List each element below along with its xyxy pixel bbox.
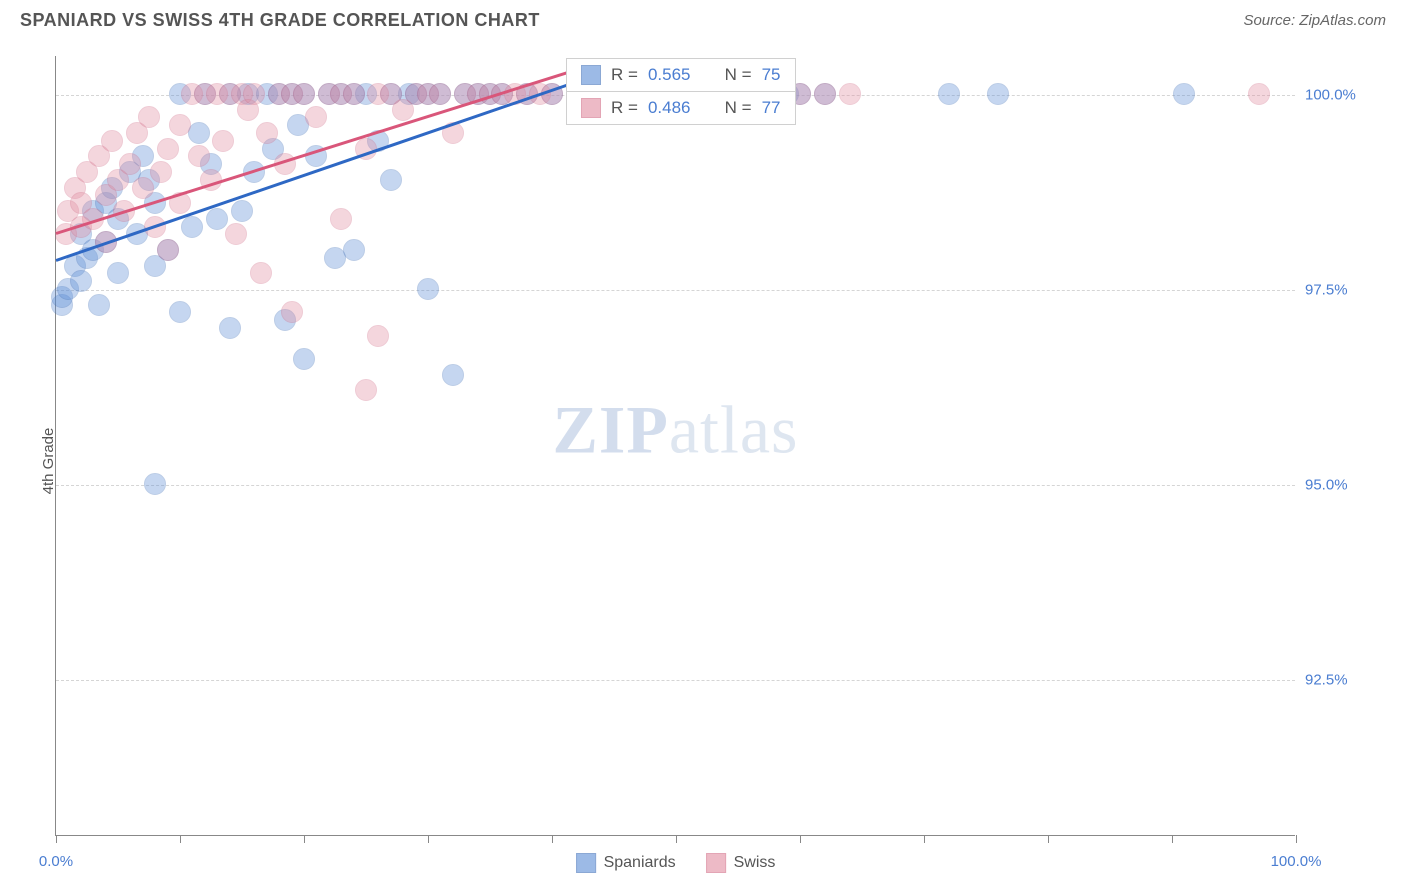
legend-item: Swiss xyxy=(706,853,776,873)
chart-title: SPANIARD VS SWISS 4TH GRADE CORRELATION … xyxy=(20,10,540,31)
scatter-point xyxy=(417,278,439,300)
x-tick xyxy=(1296,835,1297,843)
legend-swatch xyxy=(581,65,601,85)
scatter-point xyxy=(938,83,960,105)
scatter-point xyxy=(1173,83,1195,105)
legend-swatch xyxy=(581,98,601,118)
legend-label: Swiss xyxy=(734,854,776,872)
stats-legend-row: R = 0.486 N = 77 xyxy=(567,92,795,124)
plot-area: ZIPatlas 92.5%95.0%97.5%100.0%0.0%100.0%… xyxy=(55,56,1295,836)
x-tick-label: 0.0% xyxy=(39,853,73,870)
scatter-point xyxy=(256,122,278,144)
scatter-point xyxy=(157,239,179,261)
x-tick xyxy=(924,835,925,843)
stat-n-value: 75 xyxy=(762,65,781,85)
legend-item: Spaniards xyxy=(576,853,676,873)
x-tick xyxy=(800,835,801,843)
scatter-point xyxy=(1248,83,1270,105)
gridline-horizontal xyxy=(56,680,1295,681)
x-tick xyxy=(1048,835,1049,843)
scatter-point xyxy=(157,138,179,160)
stat-n-label: N = xyxy=(725,98,752,118)
stat-r-value: 0.486 xyxy=(648,98,691,118)
x-tick xyxy=(552,835,553,843)
x-tick xyxy=(56,835,57,843)
gridline-horizontal xyxy=(56,485,1295,486)
y-tick-label: 100.0% xyxy=(1305,87,1390,104)
scatter-point xyxy=(355,379,377,401)
scatter-point xyxy=(169,301,191,323)
scatter-point xyxy=(101,130,123,152)
bottom-legend: Spaniards Swiss xyxy=(576,853,776,873)
stat-r-label: R = xyxy=(611,98,638,118)
stat-r-value: 0.565 xyxy=(648,65,691,85)
scatter-point xyxy=(367,325,389,347)
legend-label: Spaniards xyxy=(604,854,676,872)
scatter-point xyxy=(132,177,154,199)
stat-n-value: 77 xyxy=(762,98,781,118)
stat-n-label: N = xyxy=(725,65,752,85)
y-tick-label: 95.0% xyxy=(1305,477,1390,494)
scatter-point xyxy=(281,301,303,323)
scatter-point xyxy=(225,223,247,245)
scatter-point xyxy=(987,83,1009,105)
scatter-point xyxy=(305,106,327,128)
scatter-point xyxy=(169,114,191,136)
scatter-point xyxy=(231,200,253,222)
watermark: ZIPatlas xyxy=(553,390,799,469)
scatter-point xyxy=(343,83,365,105)
scatter-point xyxy=(293,348,315,370)
scatter-point xyxy=(70,270,92,292)
x-tick xyxy=(1172,835,1173,843)
scatter-point xyxy=(181,216,203,238)
x-tick xyxy=(304,835,305,843)
scatter-point xyxy=(442,364,464,386)
scatter-point xyxy=(343,239,365,261)
x-tick xyxy=(676,835,677,843)
scatter-point xyxy=(107,262,129,284)
scatter-point xyxy=(188,145,210,167)
watermark-bold: ZIP xyxy=(553,391,669,467)
source-attribution: Source: ZipAtlas.com xyxy=(1243,12,1386,29)
x-tick xyxy=(180,835,181,843)
scatter-point xyxy=(250,262,272,284)
scatter-point xyxy=(243,83,265,105)
x-tick xyxy=(428,835,429,843)
scatter-point xyxy=(212,130,234,152)
scatter-point xyxy=(206,208,228,230)
legend-swatch xyxy=(576,853,596,873)
gridline-horizontal xyxy=(56,290,1295,291)
scatter-point xyxy=(144,473,166,495)
stat-r-label: R = xyxy=(611,65,638,85)
x-tick-label: 100.0% xyxy=(1271,853,1322,870)
chart-container: 4th Grade ZIPatlas 92.5%95.0%97.5%100.0%… xyxy=(0,36,1406,886)
scatter-point xyxy=(138,106,160,128)
scatter-point xyxy=(380,169,402,191)
scatter-point xyxy=(219,317,241,339)
stats-legend-row: R = 0.565 N = 75 xyxy=(567,59,795,92)
scatter-point xyxy=(429,83,451,105)
scatter-point xyxy=(814,83,836,105)
y-tick-label: 92.5% xyxy=(1305,672,1390,689)
scatter-point xyxy=(119,153,141,175)
scatter-point xyxy=(330,208,352,230)
scatter-point xyxy=(293,83,315,105)
scatter-point xyxy=(88,294,110,316)
scatter-point xyxy=(150,161,172,183)
watermark-rest: atlas xyxy=(669,391,799,467)
y-tick-label: 97.5% xyxy=(1305,282,1390,299)
scatter-point xyxy=(839,83,861,105)
legend-swatch xyxy=(706,853,726,873)
stats-legend: R = 0.565 N = 75R = 0.486 N = 77 xyxy=(566,58,796,125)
